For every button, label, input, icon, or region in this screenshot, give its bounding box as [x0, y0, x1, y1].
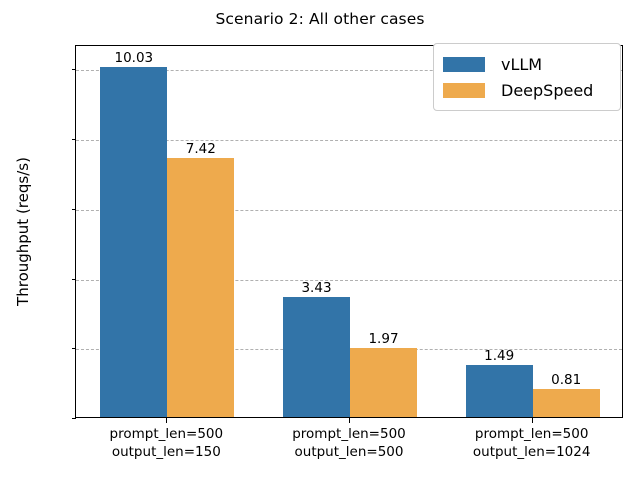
y-tick-mark [71, 139, 76, 141]
bar-value-label: 0.81 [551, 371, 582, 388]
y-tick-mark [71, 69, 76, 71]
x-tick-label: prompt_len=500 output_len=500 [292, 426, 406, 460]
legend-item-label: vLLM [501, 54, 543, 74]
chart-legend[interactable]: vLLM DeepSpeed [433, 43, 621, 111]
x-tick-label: prompt_len=500 output_len=150 [109, 426, 224, 460]
bar-value-label: 10.03 [114, 50, 154, 67]
bar-vllm-3 [465, 365, 533, 417]
legend-item-vllm[interactable]: vLLM [443, 51, 611, 77]
legend-swatch-icon [443, 82, 485, 98]
gridline [76, 279, 622, 281]
bar-deepspeed-1 [167, 158, 235, 417]
x-tick-mark [531, 418, 533, 423]
y-tick-mark [71, 418, 76, 419]
bar-vllm-2 [283, 297, 350, 417]
bar-value-label: 7.42 [185, 141, 216, 158]
y-tick-mark [71, 278, 76, 280]
bar-vllm-1 [100, 67, 168, 417]
x-tick-mark [349, 418, 350, 423]
legend-item-label: DeepSpeed [501, 80, 594, 100]
bar-deepspeed-3 [532, 388, 600, 417]
legend-swatch-icon [443, 56, 485, 72]
bars [76, 46, 622, 417]
plot-area: 10.03 7.42 3.43 1.97 1.49 0.81 [75, 45, 623, 418]
gridline [76, 70, 622, 72]
bar-value-label: 1.49 [484, 348, 515, 365]
chart-title: Scenario 2: All other cases [215, 10, 425, 28]
bar-value-label: 1.97 [368, 331, 399, 348]
gridline [76, 209, 622, 211]
y-tick-mark [71, 348, 76, 350]
x-tick-label: prompt_len=500 output_len=1024 [472, 426, 591, 460]
legend-item-deepspeed[interactable]: DeepSpeed [443, 77, 611, 103]
bar-value-labels: 10.03 7.42 3.43 1.97 1.49 0.81 [76, 46, 622, 417]
bar-deepspeed-2 [350, 348, 417, 417]
bar-value-label: 3.43 [301, 280, 332, 297]
y-tick-mark [71, 208, 76, 210]
gridline [76, 140, 622, 142]
y-axis-label: Throughput (reqs/s) [14, 157, 32, 306]
x-tick-mark [166, 418, 168, 423]
